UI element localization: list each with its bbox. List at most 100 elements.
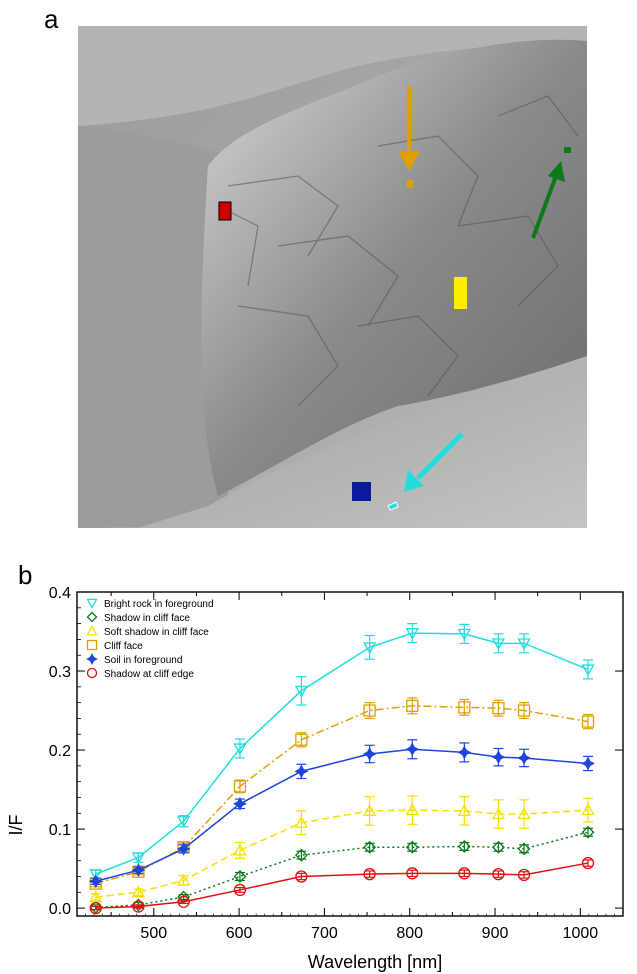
legend-entry: Bright rock in foreground: [104, 599, 214, 610]
cyan-marker: [387, 501, 399, 511]
y-tick-label: 0.2: [49, 743, 71, 760]
square-marker: [363, 704, 376, 717]
star-marker: [86, 653, 98, 665]
triangle-up-marker: [517, 807, 531, 820]
triangle-up-marker: [405, 803, 419, 816]
circle-marker: [177, 895, 190, 908]
series-soil-in-foreground: [88, 739, 595, 889]
square-marker: [406, 699, 419, 712]
series-line: [95, 831, 589, 909]
triangle-down-marker: [233, 743, 247, 756]
triangle-up-marker: [233, 843, 247, 856]
panel-label-b: b: [18, 560, 33, 590]
diamond-marker: [405, 840, 419, 854]
diamond-marker: [294, 848, 308, 862]
series-shadow-at-cliff-edge: [89, 856, 595, 915]
cliff-photo: [78, 26, 587, 528]
y-tick-label: 0.1: [49, 822, 71, 839]
circle-marker: [406, 867, 419, 880]
legend-entry: Shadow at cliff edge: [104, 669, 194, 680]
cyan-arrow-icon: [404, 432, 464, 492]
cliff-rock: [201, 39, 587, 497]
x-tick-label: 900: [482, 925, 509, 942]
upper-ridge: [78, 26, 587, 126]
series-line: [95, 862, 589, 909]
rock-texture: [217, 95, 579, 407]
diamond-marker: [492, 840, 505, 854]
series-soft-shadow-in-cliff-face: [89, 795, 595, 903]
triangle-up-marker: [294, 815, 308, 828]
circle-marker: [517, 868, 531, 882]
plot-area: 500 600 700 800 900 1000 0.0 0.1 0.2 0.3 0.4 Bright…: [49, 585, 624, 942]
circle-marker: [233, 883, 247, 897]
orange-arrow-icon: [398, 86, 420, 171]
square-marker: [233, 780, 247, 793]
panel-label-a: a: [44, 4, 59, 34]
triangle-down-marker: [457, 628, 471, 641]
y-axis-title: I/F: [6, 814, 26, 835]
diamond-marker: [233, 870, 247, 883]
star-marker: [517, 751, 531, 765]
star-marker: [362, 747, 377, 761]
triangle-down-marker: [517, 638, 531, 651]
square-marker: [86, 639, 98, 651]
triangle-down-marker: [86, 598, 98, 609]
x-axis-title: Wavelength [nm]: [308, 952, 442, 972]
star-marker: [457, 745, 472, 760]
triangle-up-marker: [491, 807, 506, 820]
x-tick-label: 700: [311, 925, 338, 942]
circle-marker: [363, 867, 376, 881]
series-line: [95, 809, 589, 898]
left-slope: [78, 126, 228, 528]
series-line: [95, 748, 589, 882]
diamond-marker: [86, 611, 98, 623]
star-marker: [176, 841, 191, 856]
green-marker: [564, 147, 571, 153]
circle-marker: [295, 870, 308, 883]
star-marker: [233, 796, 247, 811]
circle-marker: [458, 867, 471, 880]
square-marker: [492, 702, 505, 715]
square-marker: [581, 715, 595, 728]
triangle-up-marker: [86, 625, 98, 636]
plot-frame: [76, 591, 624, 917]
circle-marker: [492, 867, 505, 881]
star-marker: [88, 874, 103, 889]
diamond-marker: [457, 840, 471, 853]
triangle-down-marker: [405, 628, 419, 640]
square-marker: [517, 704, 531, 717]
triangle-down-marker: [363, 642, 377, 655]
orange-marker: [407, 180, 413, 188]
triangle-up-marker: [177, 873, 191, 886]
triangle-up-marker: [89, 890, 103, 903]
legend-entry: Shadow in cliff face: [104, 613, 190, 624]
legend-entry: Cliff face: [104, 641, 143, 652]
x-tick-label: 800: [396, 925, 423, 942]
diamond-marker: [363, 840, 377, 854]
diamond-marker: [517, 842, 531, 856]
y-tick-label: 0.3: [49, 664, 71, 681]
series-shadow-in-cliff-face: [89, 825, 595, 914]
green-arrow-icon: [531, 161, 565, 239]
square-marker: [295, 733, 308, 746]
triangle-up-marker: [581, 803, 595, 816]
triangle-down-marker: [294, 685, 308, 698]
triangle-down-marker: [581, 664, 595, 677]
star-marker: [131, 863, 146, 878]
triangle-up-marker: [131, 885, 146, 898]
legend-entry: Soft shadow in cliff face: [104, 627, 209, 638]
foreground-slope: [138, 361, 587, 528]
spectra-chart: 500 600 700 800 900 1000 0.0 0.1 0.2 0.3 0.4 Bright…: [6, 585, 624, 972]
x-tick-label: 500: [140, 925, 167, 942]
star-marker: [294, 764, 309, 779]
x-tick-label: 600: [226, 925, 253, 942]
diamond-marker: [581, 825, 595, 839]
legend-entry: Soil in foreground: [104, 655, 182, 666]
legend: Bright rock in foreground Shadow in cliff…: [86, 598, 214, 680]
circle-marker: [86, 667, 98, 679]
y-tick-label: 0.4: [49, 585, 71, 602]
star-marker: [491, 750, 506, 765]
y-tick-label: 0.0: [49, 901, 71, 918]
yellow-rect-marker: [454, 277, 467, 309]
star-marker: [581, 756, 595, 771]
